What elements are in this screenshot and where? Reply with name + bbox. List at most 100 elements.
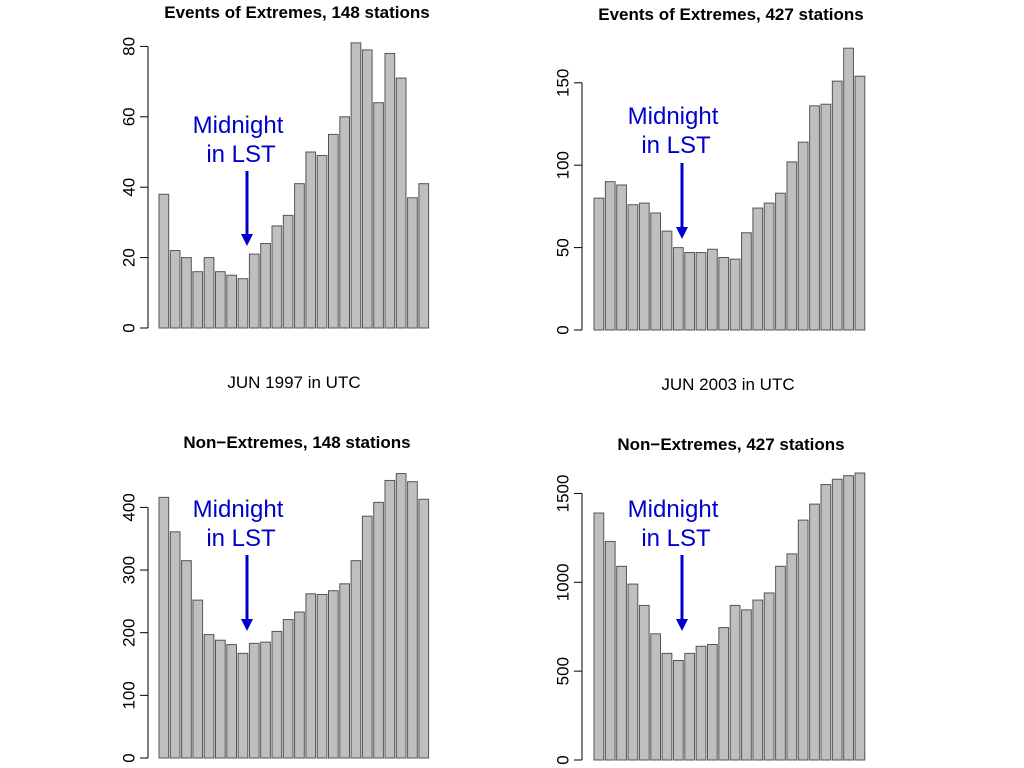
annotation-arrow-head <box>241 619 253 631</box>
y-tick-label: 0 <box>553 755 572 764</box>
annotation-text: in LST <box>641 525 711 552</box>
bar <box>305 151 317 329</box>
chart-title: Non−Extremes, 148 stations <box>183 433 410 452</box>
y-tick-label: 150 <box>553 69 572 97</box>
bar <box>854 75 866 331</box>
bar <box>407 197 418 329</box>
bar <box>604 540 616 761</box>
bar <box>616 184 627 331</box>
bar <box>729 604 741 761</box>
bar <box>741 609 752 761</box>
bar <box>294 183 305 329</box>
bar <box>169 250 181 329</box>
bar <box>316 155 328 329</box>
bar <box>215 639 226 759</box>
chart-title: Non−Extremes, 427 stations <box>617 435 844 454</box>
bar <box>695 645 707 761</box>
y-tick-label: 300 <box>119 556 138 584</box>
bar <box>215 271 226 329</box>
y-tick-label: 1500 <box>553 475 572 513</box>
y-tick-label: 100 <box>119 681 138 709</box>
bar <box>260 641 271 759</box>
bar <box>328 133 339 329</box>
annotation-arrow-head <box>241 234 253 246</box>
bar <box>741 232 752 331</box>
bar <box>203 634 215 759</box>
bar <box>237 278 249 329</box>
bar <box>158 193 170 329</box>
bar <box>843 475 854 761</box>
bar <box>763 202 775 331</box>
bar <box>181 560 192 759</box>
bar <box>729 258 741 331</box>
annotation-text: in LST <box>206 141 276 168</box>
annotation-text: Midnight <box>193 496 284 523</box>
bar <box>752 207 764 331</box>
bar <box>797 141 809 331</box>
y-tick-label: 20 <box>119 248 138 267</box>
bar <box>775 565 786 761</box>
bar <box>854 472 866 761</box>
annotation-text: in LST <box>641 132 711 159</box>
bar <box>752 599 764 761</box>
bar <box>684 652 696 761</box>
bar <box>226 644 238 759</box>
bar <box>305 593 317 759</box>
bar <box>718 256 730 331</box>
bar <box>831 478 843 761</box>
bar <box>616 565 627 761</box>
bar <box>237 652 249 759</box>
annotation-arrow-head <box>676 227 688 239</box>
bar <box>638 604 650 761</box>
bar <box>248 253 260 329</box>
bar <box>809 105 820 331</box>
chart-panel-2: Events of Extremes, 427 stations 0 50 100 15… <box>553 5 866 394</box>
y-tick-label: 0 <box>553 325 572 334</box>
bar <box>684 252 696 331</box>
bar <box>775 192 786 331</box>
bar <box>797 519 809 761</box>
bar <box>203 257 215 329</box>
bar <box>271 630 283 759</box>
bar <box>395 77 407 329</box>
y-tick-label: 80 <box>119 37 138 56</box>
bar <box>695 252 707 331</box>
bar <box>350 560 362 759</box>
bar <box>672 659 684 761</box>
bar <box>181 257 192 329</box>
bar <box>407 481 418 759</box>
bar <box>418 498 430 759</box>
bar <box>395 473 407 759</box>
bar <box>593 512 605 761</box>
bar <box>260 243 271 329</box>
bar <box>820 103 832 331</box>
annotation-text: Midnight <box>193 112 284 139</box>
bar <box>672 247 684 331</box>
bar <box>169 531 181 759</box>
bar <box>248 642 260 759</box>
bar <box>627 204 639 331</box>
chart-panel-1: Events of Extremes, 148 stations 0 20 40 60 8… <box>119 3 429 392</box>
annotation-text: Midnight <box>628 103 719 130</box>
bar <box>786 161 798 331</box>
bar <box>831 80 843 331</box>
x-axis-label: JUN 2003 in UTC <box>661 375 794 394</box>
bar <box>226 274 238 329</box>
bar <box>192 271 204 329</box>
chart-panel-4: Non−Extremes, 427 stations 0 500 1000 1500 Mi… <box>553 435 866 765</box>
bar <box>843 47 854 331</box>
chart-panel-3: Non−Extremes, 148 stations 0 100 200 300 400 M… <box>119 433 430 763</box>
bar <box>638 202 650 331</box>
bar <box>650 212 661 331</box>
y-tick-label: 0 <box>119 753 138 762</box>
bar <box>384 52 396 329</box>
annotation-text: Midnight <box>628 496 719 523</box>
bar <box>373 102 384 329</box>
bar <box>350 42 362 329</box>
bar <box>661 652 673 761</box>
bar <box>627 583 639 761</box>
y-tick-label: 60 <box>119 107 138 126</box>
bar <box>707 248 718 331</box>
y-tick-label: 50 <box>553 238 572 257</box>
y-tick-label: 0 <box>119 323 138 332</box>
